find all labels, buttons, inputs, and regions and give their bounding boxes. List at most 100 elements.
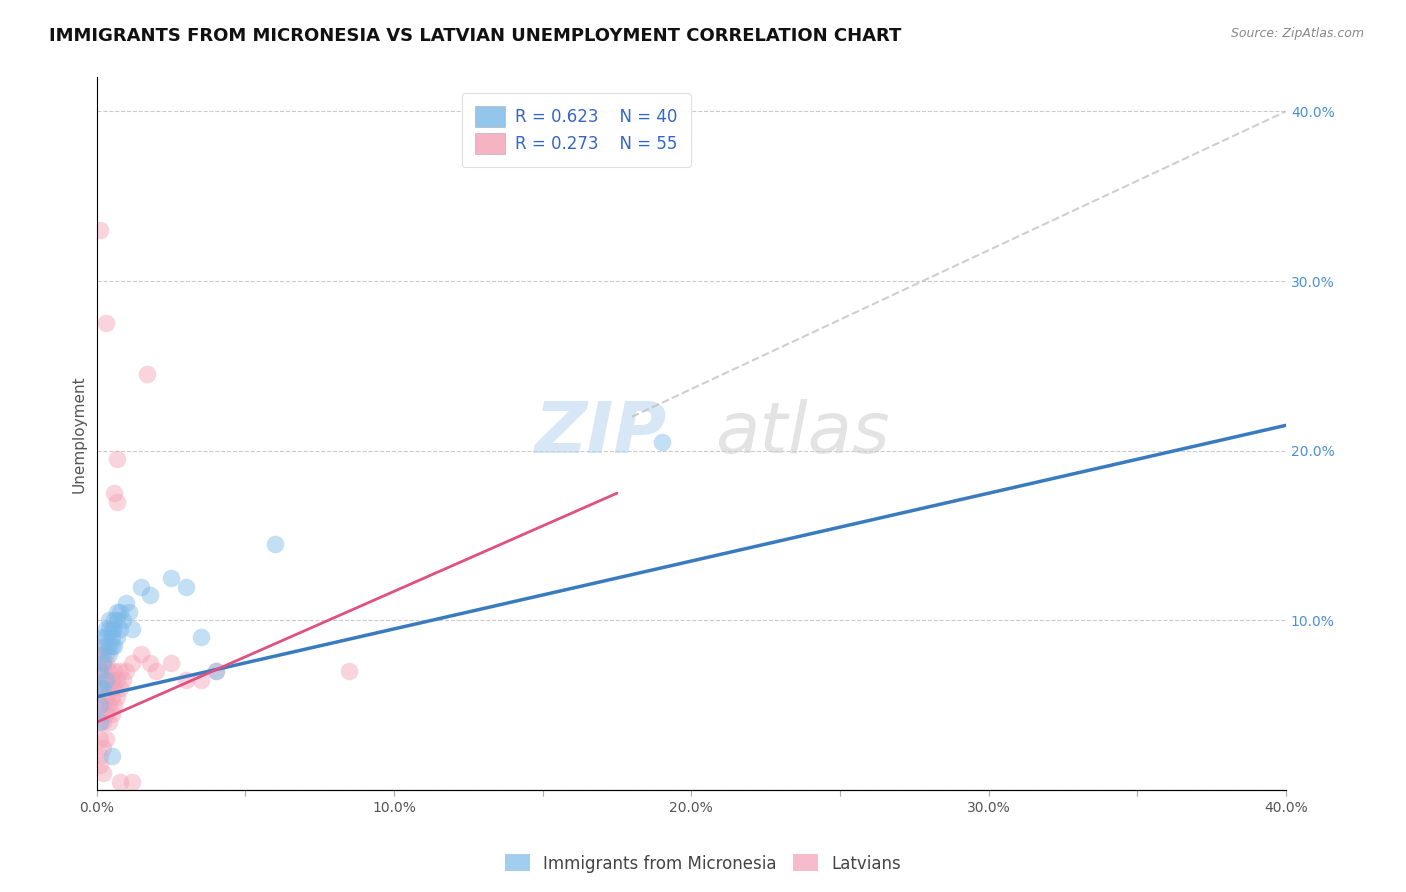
Point (89, 681, 111, 696)
Point (89, 698, 111, 713)
Point (160, 571, 183, 585)
Text: IMMIGRANTS FROM MICRONESIA VS LATVIAN UNEMPLOYMENT CORRELATION CHART: IMMIGRANTS FROM MICRONESIA VS LATVIAN UN… (49, 27, 901, 45)
Point (103, 665, 125, 679)
Point (107, 614, 129, 628)
Point (107, 452, 129, 467)
Point (89, 648, 111, 662)
Text: Source: ZipAtlas.com: Source: ZipAtlas.com (1230, 27, 1364, 40)
Legend: Immigrants from Micronesia, Latvians: Immigrants from Micronesia, Latvians (498, 847, 908, 880)
Point (94, 648, 117, 662)
Text: atlas: atlas (716, 400, 890, 468)
Point (107, 605, 129, 619)
Point (94, 732, 117, 747)
Point (145, 665, 167, 679)
Point (91, 656, 114, 670)
Point (190, 631, 212, 645)
Point (97, 665, 120, 679)
Point (91, 766, 114, 780)
Point (97, 648, 120, 662)
Point (121, 774, 143, 789)
Point (110, 681, 132, 696)
Point (97, 698, 120, 713)
Point (129, 580, 152, 594)
Point (97, 639, 120, 653)
Point (121, 622, 143, 636)
Point (91, 648, 114, 662)
Point (103, 614, 125, 628)
Point (91, 681, 114, 696)
Point (264, 537, 287, 551)
Point (112, 614, 135, 628)
Point (89, 665, 111, 679)
Point (94, 631, 117, 645)
Point (174, 580, 197, 594)
Point (100, 749, 122, 764)
Point (112, 673, 135, 687)
Point (91, 631, 114, 645)
Point (91, 715, 114, 730)
Point (136, 368, 159, 382)
Point (91, 740, 114, 755)
Point (94, 673, 117, 687)
Point (89, 715, 111, 730)
Point (89, 749, 111, 764)
Point (103, 639, 125, 653)
Point (100, 622, 122, 636)
Point (97, 715, 120, 730)
Point (89, 681, 111, 696)
Point (651, 435, 673, 450)
Point (100, 631, 122, 645)
Point (118, 605, 141, 619)
Point (100, 706, 122, 721)
Point (94, 690, 117, 704)
Point (89, 757, 111, 772)
Point (94, 639, 117, 653)
Point (115, 597, 138, 611)
Point (94, 656, 117, 670)
Point (103, 681, 125, 696)
Point (91, 656, 114, 670)
Point (160, 656, 183, 670)
Point (94, 622, 117, 636)
Point (204, 665, 226, 679)
Point (107, 494, 129, 508)
Point (94, 317, 117, 331)
Point (115, 665, 138, 679)
Point (94, 706, 117, 721)
Point (110, 774, 132, 789)
Text: ZIP: ZIP (536, 400, 668, 468)
Point (91, 698, 114, 713)
Point (100, 673, 122, 687)
Point (89, 715, 111, 730)
Point (91, 639, 114, 653)
Point (100, 639, 122, 653)
Point (110, 665, 132, 679)
Point (97, 622, 120, 636)
Point (89, 732, 111, 747)
Point (94, 673, 117, 687)
Point (89, 665, 111, 679)
Point (107, 690, 129, 704)
Point (103, 486, 125, 500)
Point (97, 681, 120, 696)
Point (139, 588, 162, 602)
Point (139, 656, 162, 670)
Point (190, 673, 212, 687)
Point (174, 673, 197, 687)
Point (89, 223, 111, 237)
Point (91, 681, 114, 696)
Point (100, 690, 122, 704)
Point (110, 622, 132, 636)
Point (204, 665, 226, 679)
Point (129, 648, 152, 662)
Point (103, 698, 125, 713)
Point (89, 698, 111, 713)
Point (121, 656, 143, 670)
Y-axis label: Unemployment: Unemployment (72, 375, 86, 492)
Point (339, 665, 361, 679)
Point (110, 605, 132, 619)
Point (103, 622, 125, 636)
Point (97, 614, 120, 628)
Legend: R = 0.623    N = 40, R = 0.273    N = 55: R = 0.623 N = 40, R = 0.273 N = 55 (461, 93, 690, 167)
Point (107, 673, 129, 687)
